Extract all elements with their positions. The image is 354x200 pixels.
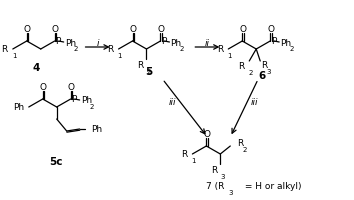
Text: 2: 2	[90, 103, 94, 109]
Text: 6: 6	[258, 71, 266, 81]
Text: Ph: Ph	[81, 96, 92, 105]
Text: R: R	[211, 166, 217, 175]
Text: R: R	[181, 150, 187, 159]
Text: O: O	[204, 130, 211, 139]
Text: i: i	[96, 39, 99, 48]
Text: R: R	[261, 61, 268, 70]
Text: O: O	[158, 25, 165, 34]
Text: 2: 2	[179, 46, 184, 52]
Text: 2: 2	[289, 46, 293, 52]
Text: O: O	[68, 83, 75, 92]
Text: 5c: 5c	[49, 156, 62, 166]
Text: 3: 3	[220, 173, 225, 179]
Text: = H or alkyl): = H or alkyl)	[242, 182, 302, 191]
Text: 1: 1	[12, 53, 16, 59]
Text: R: R	[1, 45, 8, 54]
Text: 3: 3	[266, 69, 271, 75]
Text: P: P	[161, 37, 166, 46]
Text: R: R	[137, 61, 143, 70]
Text: 2: 2	[147, 69, 151, 75]
Text: O: O	[52, 25, 59, 34]
Text: iii: iii	[251, 98, 258, 107]
Text: Ph: Ph	[280, 38, 291, 47]
Text: P: P	[271, 37, 276, 46]
Text: O: O	[40, 83, 47, 92]
Text: O: O	[24, 25, 31, 34]
Text: 1: 1	[118, 53, 122, 59]
Text: P: P	[55, 37, 61, 46]
Text: 1: 1	[227, 53, 232, 59]
Text: 2: 2	[242, 146, 247, 152]
Text: iii: iii	[169, 98, 176, 107]
Text: ii: ii	[205, 39, 210, 48]
Text: O: O	[267, 25, 274, 34]
Text: P: P	[71, 95, 76, 104]
Text: Ph: Ph	[13, 103, 24, 112]
Text: 5: 5	[145, 67, 152, 77]
Text: 2: 2	[248, 70, 253, 76]
Text: 4: 4	[32, 63, 39, 73]
Text: R: R	[238, 62, 244, 71]
Text: R: R	[107, 45, 114, 54]
Text: 3: 3	[228, 189, 233, 195]
Text: R: R	[217, 45, 223, 54]
Text: O: O	[239, 25, 246, 34]
Text: O: O	[130, 25, 137, 34]
Text: 1: 1	[192, 157, 196, 163]
Text: Ph: Ph	[170, 38, 182, 47]
Text: 7 (R: 7 (R	[206, 182, 224, 191]
Text: 2: 2	[74, 46, 78, 52]
Text: Ph: Ph	[92, 125, 103, 134]
Text: Ph: Ph	[65, 38, 76, 47]
Text: R: R	[237, 139, 244, 148]
